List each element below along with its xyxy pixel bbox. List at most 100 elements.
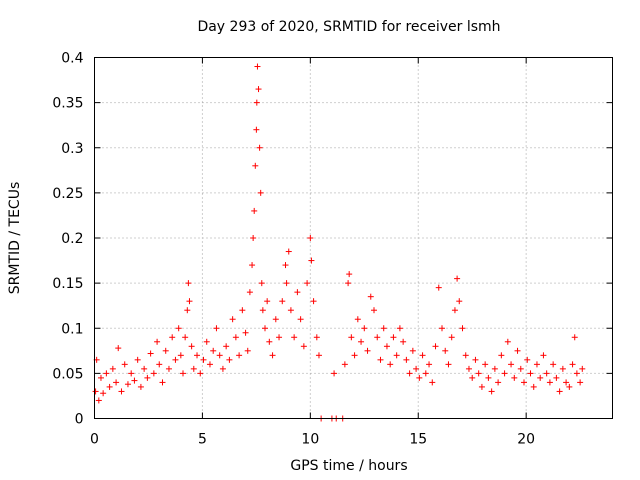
x-tick-label: 10 [301,432,319,448]
data-point [300,343,307,350]
x-tick-label: 15 [409,432,427,448]
data-point [358,338,365,345]
data-point [186,298,193,305]
data-point [287,307,294,314]
data-point [115,345,122,352]
data-point [498,352,505,359]
data-point [141,365,148,372]
y-tick-label: 0.3 [61,141,83,157]
data-point [113,379,120,386]
data-point [354,316,361,323]
grid [94,57,613,419]
data-point [92,388,99,395]
data-point [144,374,151,381]
data-point [459,325,466,332]
data-point [442,347,449,354]
data-point [246,289,253,296]
data-point [294,289,301,296]
ticks: 0 0.05 0.1 0.15 0.2 0.25 0.3 0.35 0.4 0 5 10 15 20 [52,51,613,448]
data-point [184,307,191,314]
data-point [573,370,580,377]
data-point [553,374,560,381]
data-point [255,86,262,93]
data-point [213,325,220,332]
data-point [269,352,276,359]
data-point [485,374,492,381]
data-point [517,365,524,372]
data-point [165,365,172,372]
data-point [179,370,186,377]
data-point [435,284,442,291]
data-point [236,352,243,359]
data-point [478,383,485,390]
data-point [147,350,154,357]
y-tick-label: 0 [75,412,84,428]
data-point [154,338,161,345]
data-point [259,307,266,314]
data-point [266,338,273,345]
data-point [472,356,479,363]
data-point [210,347,217,354]
data-point [511,374,518,381]
data-point [182,334,189,341]
data-point [521,379,528,386]
data-point [432,343,439,350]
data-point [348,334,355,341]
data-point [188,343,195,350]
data-point [524,356,531,363]
data-point [346,271,353,278]
data-point [413,365,420,372]
data-point [396,325,403,332]
data-point [106,383,113,390]
data-point [465,365,472,372]
data-point [566,383,573,390]
data-point [162,347,169,354]
x-tick-label: 20 [517,432,535,448]
data-point [577,379,584,386]
data-point [416,374,423,381]
data-point [540,352,547,359]
data-point [543,370,550,377]
data-point [216,352,223,359]
data-point [533,361,540,368]
data-point [308,257,315,264]
y-tick-label: 0.05 [52,366,83,382]
data-point [172,356,179,363]
data-point [244,347,251,354]
data-point [380,325,387,332]
data-point [556,388,563,395]
data-point [291,334,298,341]
data-point [514,347,521,354]
data-point [249,262,256,269]
data-point [95,397,102,404]
data-point [229,316,236,323]
data-point [569,361,576,368]
data-point [438,325,445,332]
data-point [361,325,368,332]
data-point [429,379,436,386]
data-point [454,275,461,282]
data-point [251,207,258,214]
data-point [374,334,381,341]
data-point [264,298,271,305]
data-point [495,379,502,386]
data-point [134,356,141,363]
data-point [159,379,166,386]
y-tick-label: 0.25 [52,186,83,202]
data-point [150,370,157,377]
data-point [367,293,374,300]
data-point [272,316,279,323]
data-point [242,329,249,336]
data-point [190,365,197,372]
data-point [406,370,413,377]
y-tick-label: 0.35 [52,96,83,112]
data-point [475,370,482,377]
data-point [253,126,260,133]
data-point [530,383,537,390]
data-point [345,280,352,287]
y-tick-label: 0.4 [61,51,83,67]
data-point [177,352,184,359]
data-point [121,361,128,368]
data-point [364,347,371,354]
data-point [103,370,110,377]
